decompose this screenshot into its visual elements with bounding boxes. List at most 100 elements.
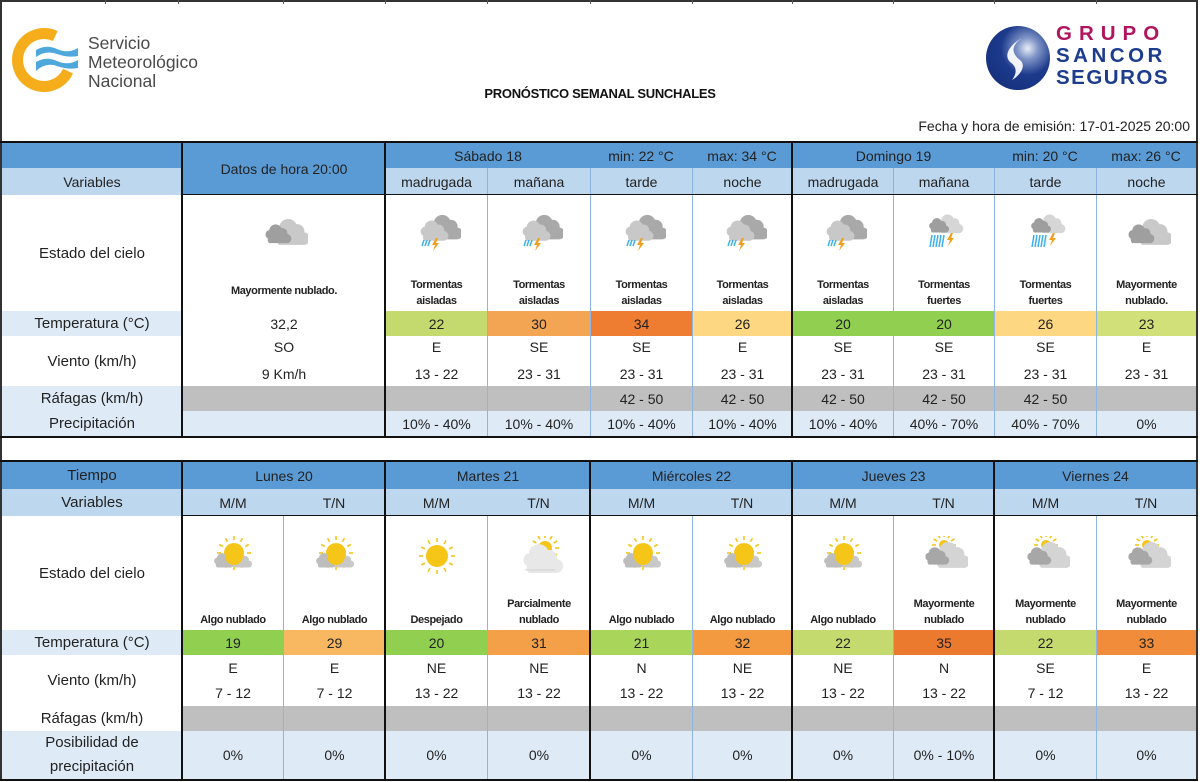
variables-header-top: [2, 143, 182, 168]
sky-description: Algo nublado: [284, 612, 385, 628]
sky-description: Mayormente nublado: [1097, 596, 1196, 628]
wind-speed: 23 - 31: [1023, 366, 1068, 382]
sancor-flame-icon: [1007, 38, 1023, 80]
wind-direction: SE: [1036, 659, 1055, 676]
divider: [384, 462, 386, 779]
sky-cell: Algo nublado: [591, 516, 692, 630]
divider: [181, 462, 183, 779]
wind-speed: 13 - 22: [517, 684, 561, 701]
bottom-table-top-border: [0, 460, 1198, 462]
temperature-cell: 29: [283, 630, 385, 655]
sky-description-line: nublado: [1126, 614, 1167, 626]
wind-direction: SE: [529, 339, 549, 355]
day-header: Martes 21: [386, 462, 590, 489]
smn-logo-line-1: Servicio: [88, 33, 151, 53]
isolated-storms-icon: [413, 213, 463, 253]
sky-cell: Mayormente nublado: [893, 516, 994, 630]
sky-description-line: nublado: [1025, 614, 1066, 626]
divider: [589, 462, 591, 779]
period-header: mañana: [893, 168, 994, 195]
sky-description: Mayormente nublado.: [183, 283, 385, 299]
strong-storms-icon: [1022, 213, 1070, 253]
page-title: PRONÓSTICO SEMANAL SUNCHALES: [484, 86, 716, 101]
gusts-cell: [1096, 706, 1196, 731]
top-table-top-border: [0, 141, 1198, 143]
period-header: tarde: [994, 168, 1096, 195]
isolated-storms-icon: [819, 213, 869, 253]
period-header: T/N: [487, 489, 590, 516]
sky-description: Tormentas aisladas: [488, 277, 590, 309]
sky-description-line: Algo nublado: [200, 614, 266, 626]
temperature-cell: 20: [793, 311, 893, 336]
temperature-cell: 31: [487, 630, 590, 655]
temperature-cell: 26: [994, 311, 1096, 336]
precipitation-cell: 0%: [793, 731, 893, 779]
wind-speed: 23 - 31: [720, 366, 765, 382]
column-ticks: [0, 0, 1200, 4]
temperature-cell: 21: [591, 630, 692, 655]
gusts-cell: 42 - 50: [590, 386, 692, 411]
gusts-cell: [183, 706, 283, 731]
sky-cell: Tormentas fuertes: [994, 195, 1096, 311]
precipitation-cell: 40% - 70%: [994, 411, 1096, 436]
temperature-cell: 20: [893, 311, 994, 336]
partly-cloudy-sun-icon: [618, 536, 666, 576]
wind-cell: E 23 - 31: [1096, 336, 1196, 386]
sky-description-line: Algo nublado: [810, 614, 876, 626]
sky-description-line: aisladas: [621, 295, 662, 307]
sky-description: Tormentas aisladas: [693, 277, 792, 309]
sky-description-line: Algo nublado: [709, 614, 776, 626]
row-label-precipitation-line: precipitación: [49, 758, 135, 775]
precipitation-cell: 10% - 40%: [793, 411, 893, 436]
temperature-cell: 22: [793, 630, 893, 655]
sky-description-line: Tormentas: [1019, 279, 1072, 291]
partly-cloudy-sun-icon: [311, 536, 359, 576]
temperature-cell: 22: [995, 630, 1096, 655]
precipitation-cell: 0%: [692, 731, 792, 779]
emission-timestamp: Fecha y hora de emisión: 17-01-2025 20:0…: [918, 118, 1190, 134]
mostly-cloudy-icon: [260, 213, 310, 253]
sky-cell: Algo nublado: [793, 516, 893, 630]
wind-speed: 7 - 12: [1027, 684, 1064, 701]
sky-description: Mayormente nublado.: [1097, 277, 1196, 309]
row-label-precipitation: Posibilidad de precipitación: [2, 731, 182, 779]
sky-description-line: Tormentas: [817, 279, 869, 291]
wind-direction: NE: [833, 659, 853, 676]
sancor-logo-line-1: GRUPO: [1056, 22, 1167, 45]
column-tick: [178, 0, 179, 4]
wind-cell: N 13 - 22: [591, 655, 692, 706]
gusts-cell: 42 - 50: [994, 386, 1096, 411]
gusts-cell: 42 - 50: [692, 386, 792, 411]
sky-description: Tormentas aisladas: [386, 277, 487, 309]
mostly-cloudy-icon: [1123, 213, 1173, 253]
wind-direction: E: [1141, 659, 1152, 676]
gusts-cell: 42 - 50: [893, 386, 994, 411]
wind-speed: 9 Km/h: [261, 366, 307, 382]
divider: [791, 143, 793, 436]
precipitation-cell: 0% - 10%: [893, 731, 994, 779]
wind-direction: E: [228, 659, 238, 676]
column-tick: [590, 0, 591, 4]
gusts-cell: [386, 706, 487, 731]
sky-description-line: Tormentas: [513, 279, 565, 291]
period-header: T/N: [893, 489, 994, 516]
column-tick: [692, 0, 693, 4]
period-header: noche: [1096, 168, 1196, 195]
wind-cell: E 7 - 12: [283, 655, 385, 706]
sky-description-line: fuertes: [927, 295, 961, 307]
current-wind: SO 9 Km/h: [183, 336, 385, 386]
wind-cell: NE 13 - 22: [692, 655, 792, 706]
day-header: Jueves 23: [793, 462, 994, 489]
partly-cloudy-sun-icon: [819, 536, 867, 576]
wind-speed: 13 - 22: [414, 366, 459, 382]
row-label-sky: Estado del cielo: [2, 516, 182, 630]
day-header: Lunes 20: [183, 462, 385, 489]
sun-icon: [413, 536, 461, 576]
sky-description-line: Algo nublado: [608, 614, 675, 626]
wind-speed: 23 - 31: [922, 366, 966, 382]
gusts-cell: 42 - 50: [793, 386, 893, 411]
wind-cell: E 23 - 31: [692, 336, 792, 386]
gusts-cell: [692, 706, 792, 731]
precipitation-cell: 0%: [591, 731, 692, 779]
period-header: madrugada: [386, 168, 487, 195]
